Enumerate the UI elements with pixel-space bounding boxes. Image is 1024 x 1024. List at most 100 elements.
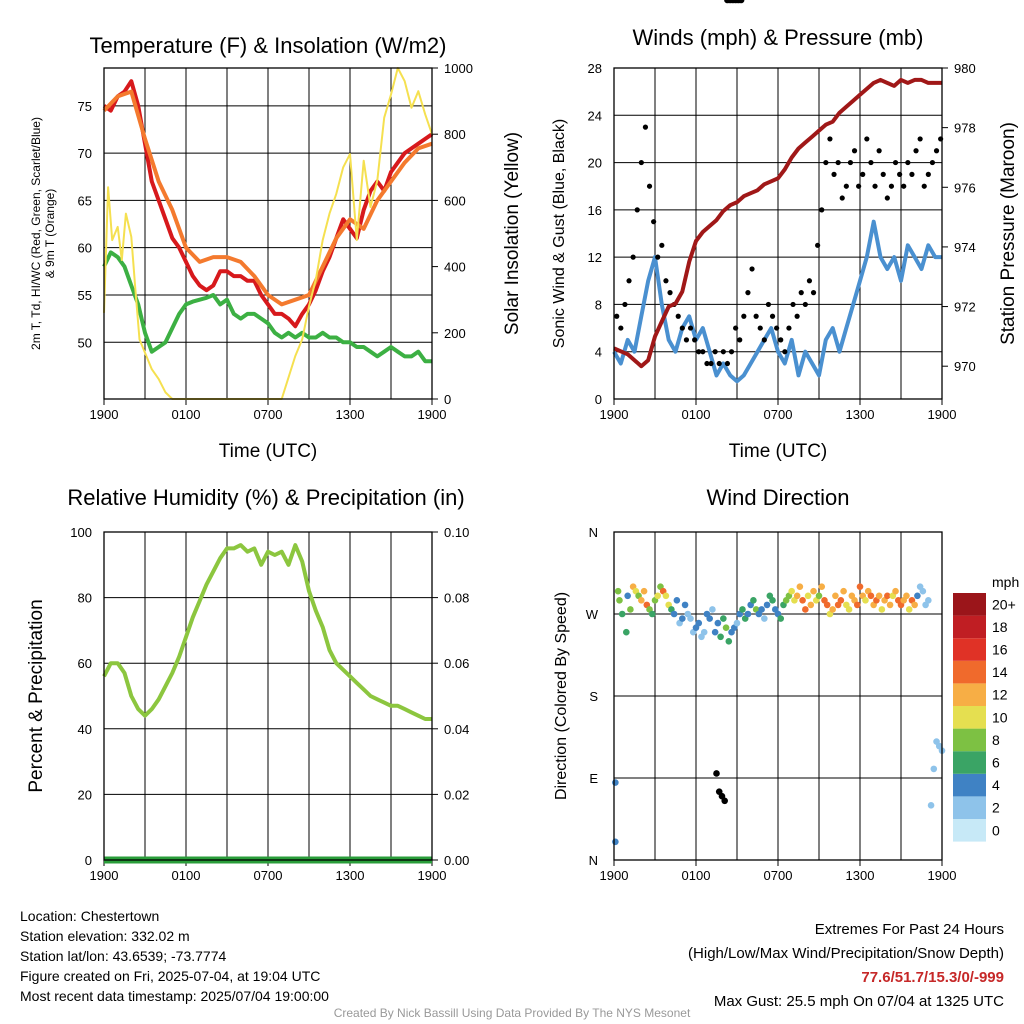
y2-tick-label: 980 [954, 61, 976, 76]
direction-point [654, 592, 662, 600]
direction-point [638, 597, 645, 604]
gust-point [782, 349, 788, 355]
direction-point [884, 592, 891, 600]
gust-point [745, 290, 751, 296]
gust-point [626, 278, 632, 284]
gust-point [614, 313, 620, 319]
gust-point [692, 337, 698, 343]
direction-point [892, 587, 899, 595]
legend-swatch [953, 660, 986, 684]
gust-point [765, 301, 772, 308]
direction-point [713, 770, 720, 777]
direction-point [709, 606, 716, 613]
direction-point [725, 638, 733, 645]
elevation-text: Station elevation: 332.02 m [20, 928, 190, 944]
y-tick-label: E [589, 771, 598, 786]
y-tick-label: 20 [78, 787, 92, 802]
y2-tick-label: 800 [444, 127, 466, 142]
direction-point [878, 606, 886, 613]
gust-point [618, 325, 624, 331]
gust-point [761, 337, 767, 343]
y2-tick-label: 0.08 [444, 591, 469, 606]
y2-tick-label: 972 [954, 300, 976, 315]
chart-title: Winds (mph) & Pressure (mb) [633, 25, 924, 50]
y2-axis-label: Solar Insolation (Yellow) [502, 132, 523, 335]
extremes-subtitle: (High/Low/Max Wind/Precipitation/Snow De… [688, 945, 1004, 962]
legend-label: 20+ [992, 596, 1016, 612]
credit-text: Created By Nick Bassill Using Data Provi… [333, 1006, 691, 1020]
gust-point [663, 278, 669, 284]
series-line [613, 77, 942, 369]
y-tick-label: 4 [595, 345, 602, 360]
y-tick-label: 80 [78, 591, 92, 606]
x-tick-label: 1900 [600, 868, 629, 883]
direction-point [788, 587, 795, 595]
gust-point [769, 313, 776, 319]
y2-tick-label: 1000 [444, 61, 473, 76]
x-tick-label: 1900 [90, 868, 119, 883]
x-tick-label: 0100 [682, 868, 711, 883]
x-tick-label: 1300 [846, 868, 875, 883]
plot-frame [103, 531, 433, 861]
gust-point [778, 337, 784, 343]
legend-label: 4 [992, 777, 1000, 793]
y-tick-label: 24 [588, 108, 602, 123]
direction-point [750, 597, 757, 604]
gust-point [737, 337, 743, 343]
gust-point [864, 136, 870, 142]
x-axis-label: Time (UTC) [219, 441, 318, 462]
direction-point [829, 606, 836, 613]
legend-swatch [953, 751, 986, 774]
gust-point [774, 325, 780, 331]
y-axis-label: Sonic Wind & Gust (Blue, Black) [551, 119, 568, 348]
legend-swatch [953, 615, 986, 639]
x-tick-label: 1900 [928, 868, 957, 883]
gust-point [929, 159, 936, 166]
legend-swatch [953, 638, 986, 661]
gust-point [687, 325, 694, 331]
series-line [612, 219, 942, 384]
direction-point [700, 628, 708, 636]
gust-point [806, 278, 813, 284]
direction-point [927, 802, 935, 809]
series-line [102, 543, 432, 721]
y-tick-label: N [589, 525, 598, 540]
direction-point [886, 601, 894, 609]
direction-point [807, 601, 815, 609]
gust-point [868, 159, 874, 166]
gust-point [786, 325, 792, 331]
y-tick-label: 0 [85, 853, 92, 868]
direction-point [818, 583, 826, 590]
gust-point [749, 266, 755, 272]
direction-point [721, 797, 728, 805]
direction-point [769, 597, 776, 604]
gust-point [655, 254, 661, 260]
series-line [102, 89, 433, 307]
y-axis-label: 2m T, Td, HI/WC (Red, Green, Scarlet/Blu… [29, 117, 43, 350]
x-tick-label: 1900 [418, 868, 447, 883]
y2-tick-label: 0.06 [444, 656, 469, 671]
y2-axis-label: Station Pressure (Maroon) [998, 122, 1019, 345]
extremes-info: Extremes For Past 24 Hours (High/Low/Max… [688, 918, 1004, 1014]
direction-point [739, 606, 746, 613]
direction-point [733, 619, 741, 627]
direction-point [903, 592, 910, 600]
x-axis-label: Time (UTC) [729, 441, 828, 462]
gust-point [856, 183, 862, 189]
speed-legend: mph 0 2 4 6 8 10 12 14 16 18 20+ [953, 574, 1019, 842]
x-tick-label: 1300 [336, 868, 365, 883]
direction-point [845, 606, 853, 613]
direction-point [758, 606, 765, 613]
legend-swatch [953, 593, 986, 616]
gust-point [921, 183, 927, 189]
legend-swatch [953, 819, 986, 842]
direction-point [867, 592, 875, 600]
direction-point [612, 838, 619, 846]
y-tick-label: 55 [78, 288, 92, 303]
gust-point [835, 159, 841, 166]
direction-point [815, 592, 823, 600]
direction-point [616, 597, 623, 604]
legend-label: 0 [992, 822, 1000, 838]
